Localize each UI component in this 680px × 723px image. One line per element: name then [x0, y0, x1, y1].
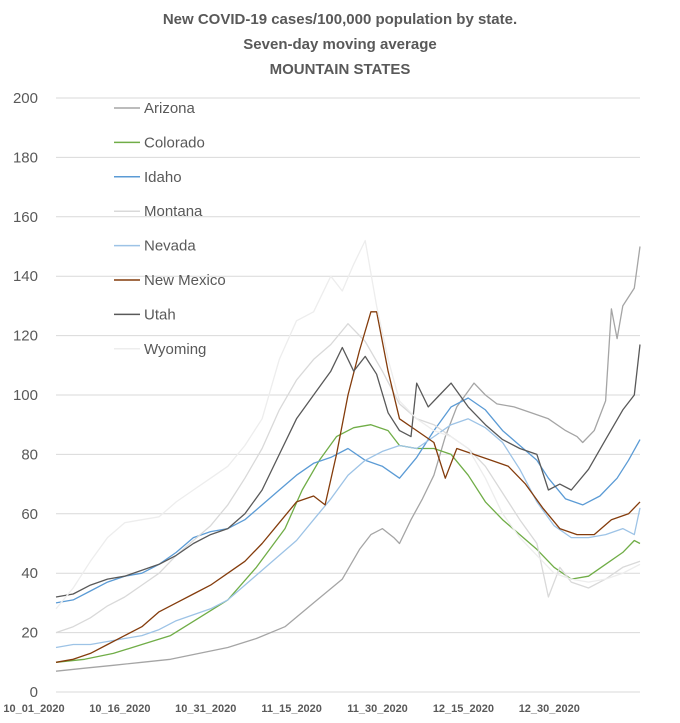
- legend-label: Idaho: [144, 169, 182, 186]
- legend-label: New Mexico: [144, 272, 226, 289]
- legend-item-colorado: Colorado: [114, 134, 205, 151]
- y-tick-label: 140: [13, 268, 38, 285]
- legend-label: Nevada: [144, 238, 196, 255]
- legend-item-arizona: Arizona: [114, 100, 196, 117]
- series-line-arizona: [55, 246, 641, 672]
- legend-label: Colorado: [144, 134, 205, 151]
- y-tick-label: 0: [30, 684, 38, 701]
- y-tick-label: 180: [13, 149, 38, 166]
- y-tick-label: 200: [13, 90, 38, 107]
- x-tick-label: 11_15_2020: [261, 703, 322, 715]
- x-tick-label: 10_31_2020: [175, 703, 236, 715]
- legend-item-utah: Utah: [114, 306, 176, 323]
- y-tick-label: 80: [21, 446, 38, 463]
- series-line-wyoming: [55, 239, 641, 610]
- series-line-utah: [55, 344, 641, 598]
- legend-label: Utah: [144, 306, 176, 323]
- legend-item-montana: Montana: [114, 203, 203, 220]
- series-line-nevada: [55, 418, 641, 649]
- x-axis: 10_01_2020 10_16_2020 10_31_2020 11_15_2020…: [3, 703, 579, 715]
- y-tick-label: 20: [21, 625, 38, 642]
- x-tick-label: 11_30_2020: [347, 703, 408, 715]
- legend-item-wyoming: Wyoming: [114, 341, 206, 358]
- x-tick-label: 12_15_2020: [433, 703, 494, 715]
- series-line-colorado: [55, 424, 641, 663]
- legend-label: Arizona: [144, 100, 196, 117]
- y-axis: 0 20 40 60 80 100 120 140 160 180 200: [13, 90, 38, 701]
- chart-title-line-3: MOUNTAIN STATES: [270, 61, 411, 78]
- series-line-new-mexico: [55, 311, 641, 663]
- legend: Arizona Colorado Idaho Montana Nevada New Mex…: [114, 100, 226, 358]
- legend-item-idaho: Idaho: [114, 169, 182, 186]
- chart-title-line-1: New COVID-19 cases/100,000 population by…: [163, 11, 517, 28]
- x-tick-label: 12_30_2020: [519, 703, 580, 715]
- chart-title: New COVID-19 cases/100,000 population by…: [163, 11, 517, 78]
- y-tick-label: 160: [13, 209, 38, 226]
- x-tick-label: 10_01_2020: [3, 703, 64, 715]
- x-tick-label: 10_16_2020: [89, 703, 150, 715]
- chart-title-line-2: Seven-day moving average: [243, 36, 436, 53]
- y-tick-label: 120: [13, 328, 38, 345]
- y-tick-label: 40: [21, 565, 38, 582]
- plot-area: [55, 239, 641, 672]
- legend-label: Montana: [144, 203, 203, 220]
- legend-item-nevada: Nevada: [114, 238, 196, 255]
- legend-item-new-mexico: New Mexico: [114, 272, 226, 289]
- y-tick-label: 100: [13, 387, 38, 404]
- legend-label: Wyoming: [144, 341, 206, 358]
- series-line-montana: [55, 323, 641, 634]
- y-tick-label: 60: [21, 506, 38, 523]
